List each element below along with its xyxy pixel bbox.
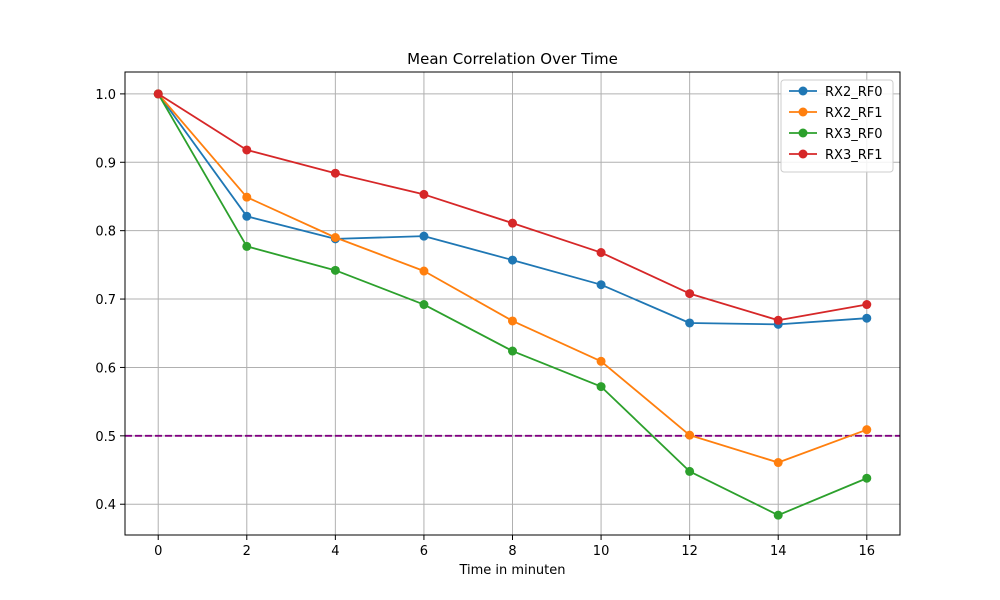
legend-item: RX2_RF0 [789, 85, 883, 100]
legend-label: RX2_RF0 [825, 85, 883, 100]
data-point [685, 466, 695, 476]
legend-item: RX2_RF1 [789, 106, 883, 121]
chart-title: Mean Correlation Over Time [407, 50, 618, 68]
y-tick-label: 0.5 [95, 430, 116, 445]
x-tick-label: 0 [154, 544, 162, 559]
legend-label: RX3_RF0 [825, 127, 883, 142]
data-point [862, 425, 872, 435]
legend-box [780, 79, 894, 173]
data-point [862, 473, 872, 483]
y-tick-label: 0.6 [95, 361, 116, 376]
x-axis-title: Time in minuten [458, 563, 565, 578]
y-tick-label: 0.8 [95, 225, 116, 240]
data-point [862, 300, 872, 310]
x-tick-label: 12 [681, 544, 698, 559]
data-point [330, 233, 340, 243]
data-point [242, 145, 252, 155]
data-point [419, 231, 429, 241]
tick-layer: 0 2 4 6 8 10 12 14 16 0.4 0.5 0.6 0.7 0.8 0.9 1.0 [95, 88, 875, 559]
data-point [685, 318, 695, 328]
legend-marker [798, 86, 808, 96]
legend-item: RX3_RF1 [789, 148, 883, 163]
data-point [862, 313, 872, 323]
x-tick-label: 4 [331, 544, 339, 559]
x-tick-label: 8 [508, 544, 516, 559]
data-point [419, 300, 429, 310]
data-point [773, 510, 783, 520]
data-point [242, 192, 252, 202]
data-point [596, 382, 606, 392]
data-point [773, 458, 783, 468]
data-point [508, 218, 517, 228]
y-tick-label: 0.9 [95, 156, 116, 171]
data-point [508, 255, 517, 265]
data-point [330, 168, 340, 178]
data-point [773, 315, 783, 325]
y-tick-label: 1.0 [95, 88, 116, 103]
data-point [508, 316, 517, 326]
x-tick-label: 14 [770, 544, 787, 559]
data-point [242, 211, 252, 221]
x-tick-label: 10 [593, 544, 610, 559]
legend-label: RX2_RF1 [825, 106, 883, 121]
data-point [596, 280, 606, 290]
legend-marker [798, 149, 808, 159]
data-point [596, 356, 606, 366]
data-point [419, 266, 429, 276]
data-point [685, 430, 695, 440]
legend-label: RX3_RF1 [825, 148, 883, 163]
legend-marker [798, 128, 808, 138]
data-point [153, 89, 163, 99]
data-point [242, 241, 252, 251]
data-point [596, 248, 606, 258]
data-point [330, 265, 340, 275]
x-tick-label: 6 [420, 544, 428, 559]
series-rx3-rf0 [153, 89, 872, 520]
series-layer [153, 89, 872, 520]
x-tick-label: 2 [243, 544, 251, 559]
series-rx3-rf1 [153, 89, 872, 325]
data-point [685, 289, 695, 299]
legend-marker [798, 107, 808, 117]
legend-item: RX3_RF0 [789, 127, 883, 142]
y-tick-label: 0.4 [95, 498, 116, 513]
data-point [508, 346, 517, 356]
y-tick-label: 0.7 [95, 293, 116, 308]
x-tick-label: 16 [859, 544, 876, 559]
legend: RX2_RF0 RX2_RF1 RX3_RF0 RX3_RF1 [780, 79, 894, 173]
data-point [419, 189, 429, 199]
